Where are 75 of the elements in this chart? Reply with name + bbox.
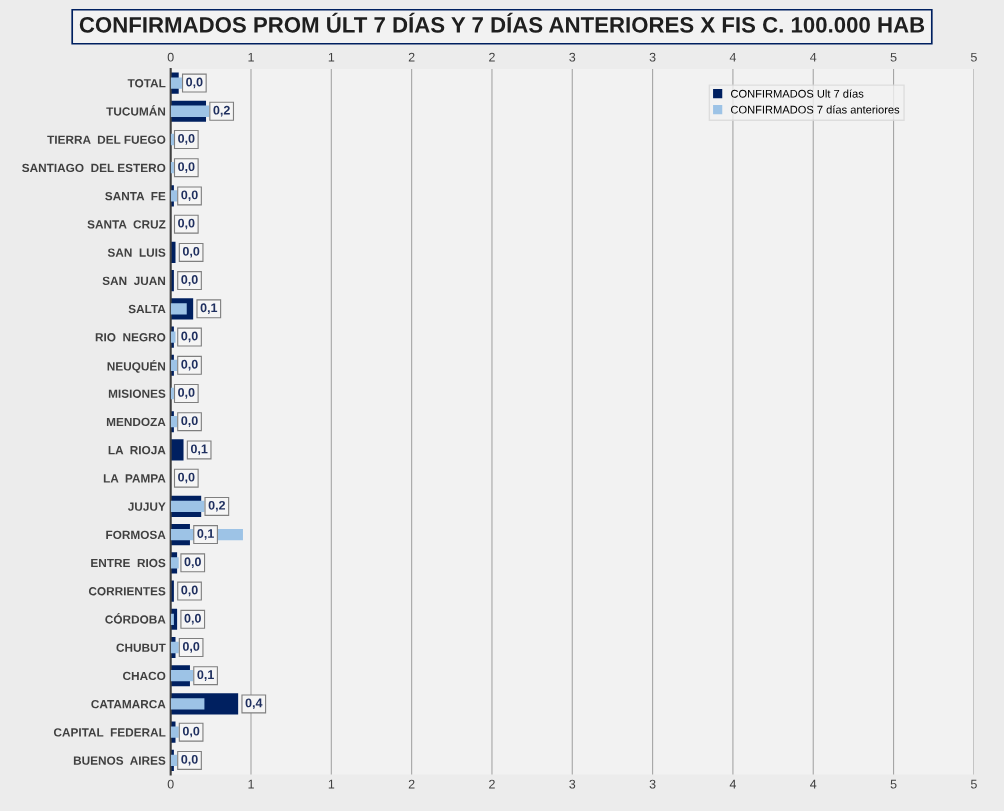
y-tick-label: CÓRDOBA: [105, 613, 166, 624]
data-label: 0,0: [181, 331, 198, 343]
y-tick-label: SANTA FE: [105, 191, 166, 201]
y-tick-label: ENTRE RIOS: [91, 558, 166, 568]
x-tick-label: 5: [970, 779, 977, 789]
data-label: 0,2: [208, 500, 226, 512]
data-label: 0,0: [181, 359, 198, 371]
data-label: 0,0: [178, 134, 195, 145]
y-tick-label: MENDOZA: [106, 417, 166, 427]
x2-tick-label: 2: [489, 52, 495, 62]
y-tick-label: FORMOSA: [106, 530, 166, 540]
x2-tick-label: 5: [890, 52, 897, 62]
x-tick-label: 4: [729, 779, 737, 789]
y-tick-label: CHUBUT: [116, 643, 166, 652]
legend-label: CONFIRMADOS Ult 7 días: [731, 89, 864, 98]
data-label: 0,0: [181, 190, 198, 202]
x2-tick-label: 4: [729, 52, 737, 62]
x2-tick-label: 3: [569, 52, 576, 62]
y-tick-label: TOTAL: [127, 79, 166, 88]
data-label: 0,0: [184, 557, 201, 568]
y-tick-label: SALTA: [128, 304, 166, 314]
y-tick-label: TUCUMÁN: [106, 105, 166, 116]
y-tick-label: SANTIAGO DEL ESTERO: [22, 163, 166, 173]
data-label: 0,0: [181, 585, 198, 597]
x2-tick-label: 1: [328, 52, 335, 62]
y-tick-label: NEUQUÉN: [107, 359, 166, 373]
data-label: 0,0: [182, 726, 200, 738]
y-tick-label: TIERRA DEL FUEGO: [47, 135, 166, 144]
data-label: 0,0: [178, 162, 195, 173]
data-label: 0,0: [178, 218, 195, 230]
x-tick-label: 2: [489, 779, 495, 789]
data-label: 0,0: [178, 388, 195, 399]
x-tick-label: 3: [649, 779, 656, 789]
y-tick-label: CATAMARCA: [91, 699, 166, 709]
data-label: 0,1: [197, 529, 214, 540]
x-tick-label: 2: [408, 779, 415, 789]
y-tick-label: LA RIOJA: [108, 445, 166, 455]
data-label: 0,0: [184, 613, 201, 625]
data-label: 0,1: [190, 444, 208, 456]
x2-tick-label: 2: [408, 52, 415, 62]
y-tick-label: CHACO: [123, 671, 166, 681]
x-tick-label: 1: [328, 779, 335, 789]
x2-tick-label: 4: [810, 52, 817, 62]
data-label: 0,0: [186, 77, 203, 89]
y-tick-label: JUJUY: [127, 502, 166, 511]
y-tick-label: MISIONES: [108, 389, 166, 398]
data-label: 0,0: [182, 246, 200, 258]
data-label: 0,0: [182, 642, 200, 653]
data-label: 0,1: [200, 303, 218, 314]
data-label: 0,0: [181, 754, 198, 766]
data-label: 0,0: [181, 416, 198, 427]
y-tick-label: SAN LUIS: [107, 248, 166, 257]
data-label: 0,1: [197, 670, 214, 681]
y-tick-label: BUENOS AIRES: [73, 756, 166, 765]
y-tick-label: SAN JUAN: [102, 276, 166, 285]
x-tick-label: 3: [569, 779, 576, 789]
y-tick-label: SANTA CRUZ: [87, 220, 166, 229]
x-tick-label: 5: [890, 779, 897, 789]
y-tick-label: LA PAMPA: [103, 474, 166, 483]
legend-label: CONFIRMADOS 7 días anteriores: [731, 105, 900, 114]
y-tick-label: RIO NEGRO: [95, 333, 166, 342]
x-tick-label: 4: [810, 779, 817, 789]
chart-title: CONFIRMADOS PROM ÚLT 7 DÍAS Y 7 DÍAS ANTERIORES X FIS C. 100.000 HAB: [79, 12, 925, 33]
data-label: 0,0: [178, 472, 195, 484]
x-tick-label: 0: [167, 779, 174, 789]
data-label: 0,0: [181, 275, 198, 286]
x2-tick-label: 1: [248, 52, 254, 62]
y-tick-label: CORRIENTES: [88, 587, 166, 596]
data-label: 0,2: [213, 105, 230, 117]
x-tick-label: 1: [248, 779, 254, 789]
x2-tick-label: 5: [970, 52, 977, 62]
data-label: 0,4: [245, 698, 263, 710]
x2-tick-label: 0: [167, 52, 174, 62]
y-tick-label: CAPITAL FEDERAL: [53, 728, 166, 737]
x2-tick-label: 3: [649, 52, 656, 62]
